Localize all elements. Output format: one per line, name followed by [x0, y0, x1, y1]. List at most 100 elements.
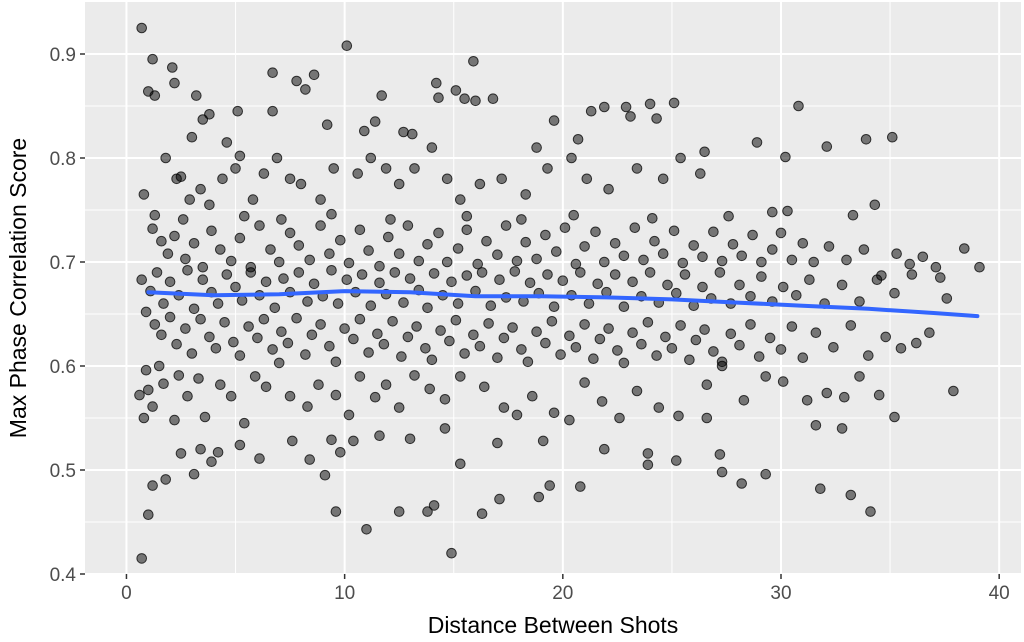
data-point: [169, 414, 180, 426]
data-point: [603, 183, 614, 195]
data-point: [204, 331, 215, 343]
data-point: [627, 327, 638, 339]
data-point: [204, 199, 215, 211]
data-point: [516, 214, 527, 225]
data-point: [380, 163, 392, 174]
data-point: [522, 356, 534, 368]
data-point: [959, 243, 970, 254]
data-point: [219, 317, 230, 328]
data-point: [568, 209, 580, 221]
data-point: [854, 296, 865, 307]
data-point: [153, 360, 165, 372]
data-point: [341, 274, 353, 286]
data-point: [924, 327, 935, 339]
data-point: [404, 433, 416, 445]
data-point: [136, 22, 147, 34]
data-point: [736, 478, 748, 489]
data-point: [579, 241, 590, 252]
data-point: [284, 173, 296, 185]
data-point: [343, 257, 355, 269]
data-point: [293, 267, 305, 278]
data-point: [348, 333, 359, 345]
data-point: [151, 267, 163, 278]
data-point: [695, 168, 706, 179]
data-point: [727, 239, 739, 250]
y-tick-label: 0.8: [50, 149, 76, 170]
data-point: [474, 178, 486, 190]
data-point: [330, 506, 342, 517]
data-point: [313, 379, 324, 391]
data-point: [786, 321, 798, 332]
data-point: [393, 248, 405, 259]
data-point: [487, 93, 499, 104]
data-point: [542, 163, 553, 174]
data-point: [614, 412, 625, 424]
data-point: [282, 337, 294, 349]
data-point: [638, 254, 649, 266]
data-point: [651, 113, 662, 124]
data-point: [180, 323, 191, 334]
data-point: [642, 448, 654, 459]
data-point: [149, 319, 161, 330]
data-point: [308, 278, 320, 290]
data-point: [372, 328, 383, 340]
data-point: [158, 378, 169, 390]
data-point: [775, 344, 787, 355]
data-point: [234, 232, 246, 244]
data-point: [147, 480, 158, 491]
data-point: [147, 401, 158, 412]
data-point: [393, 178, 405, 190]
data-point: [649, 235, 660, 247]
x-tick-label: 10: [334, 583, 355, 604]
data-point: [880, 331, 892, 343]
data-point: [158, 298, 169, 309]
data-point: [234, 439, 246, 451]
data-point: [304, 454, 316, 465]
data-point: [679, 269, 691, 280]
data-point: [433, 227, 444, 239]
data-point: [782, 205, 793, 217]
data-point: [455, 458, 466, 470]
data-point: [326, 434, 337, 446]
data-point: [315, 194, 326, 205]
data-point: [254, 453, 265, 464]
data-point: [555, 349, 566, 360]
data-point: [260, 276, 272, 288]
data-point: [527, 390, 538, 402]
data-point: [247, 194, 259, 205]
data-point: [188, 303, 200, 315]
data-point: [452, 243, 464, 254]
data-point: [426, 142, 438, 153]
data-point: [544, 480, 556, 491]
data-point: [599, 101, 610, 113]
data-point: [564, 414, 575, 426]
data-point: [306, 329, 318, 341]
data-point: [239, 417, 250, 429]
data-point: [302, 296, 313, 307]
data-point: [575, 267, 586, 278]
data-point: [409, 163, 420, 174]
data-point: [143, 509, 154, 521]
data-point: [326, 208, 337, 220]
data-point: [156, 329, 167, 341]
data-point: [245, 267, 257, 278]
data-point: [660, 331, 671, 343]
data-point: [383, 231, 394, 243]
data-point: [422, 506, 433, 517]
data-point: [221, 269, 233, 280]
data-point: [651, 350, 662, 361]
data-point: [609, 269, 621, 280]
data-point: [326, 265, 337, 276]
data-point: [175, 448, 187, 459]
data-point: [745, 291, 756, 302]
data-point: [171, 338, 182, 350]
minor-gridlines: [85, 2, 1021, 574]
data-point: [498, 332, 510, 344]
data-point: [472, 258, 484, 270]
data-point: [225, 255, 237, 267]
data-point: [140, 306, 152, 318]
data-point: [260, 381, 272, 393]
data-point: [599, 256, 610, 268]
data-point: [433, 92, 444, 103]
data-point: [476, 508, 488, 520]
